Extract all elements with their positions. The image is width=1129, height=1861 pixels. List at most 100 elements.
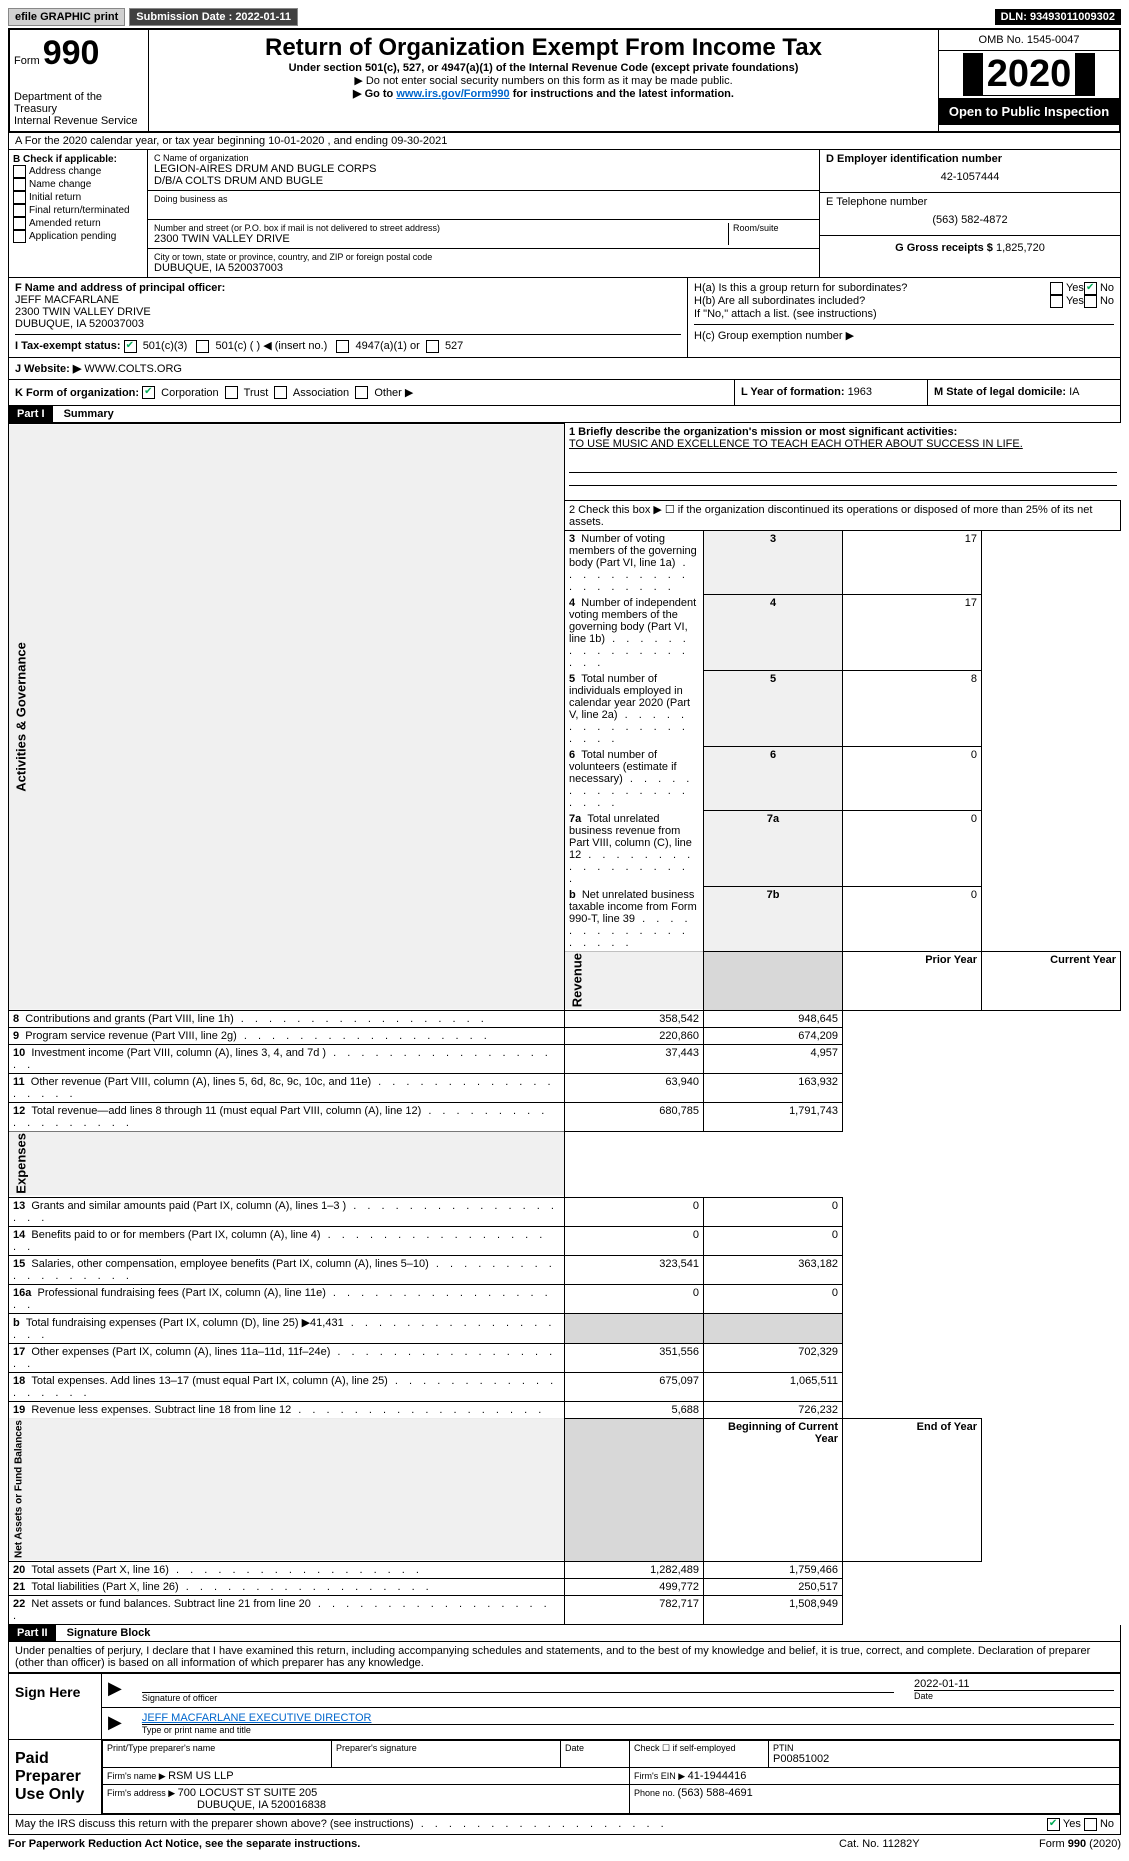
form-number: 990 <box>43 34 100 72</box>
gross-receipts-label: G Gross receipts $ <box>895 242 996 254</box>
instructions-link[interactable]: www.irs.gov/Form990 <box>396 88 509 100</box>
q1-label: 1 Briefly describe the organization's mi… <box>569 426 1117 438</box>
4947-label: 4947(a)(1) or <box>356 340 420 352</box>
trust-label: Trust <box>244 387 269 399</box>
discuss-yes-checkbox[interactable] <box>1047 1818 1060 1831</box>
501c-checkbox[interactable] <box>196 340 209 353</box>
yes-label: Yes <box>1063 1818 1081 1831</box>
firm-phone-label: Phone no. <box>634 1788 678 1798</box>
officer-name: JEFF MACFARLANE <box>15 294 681 306</box>
table-row: 11 Other revenue (Part VIII, column (A),… <box>9 1073 1121 1102</box>
discuss-text: May the IRS discuss this return with the… <box>15 1818 1047 1831</box>
part2-header-row: Part II Signature Block <box>8 1625 1121 1642</box>
527-checkbox[interactable] <box>426 340 439 353</box>
sig-date-value: 2022-01-11 <box>914 1678 1114 1690</box>
part2-title: Signature Block <box>59 1627 151 1639</box>
table-row: 22 Net assets or fund balances. Subtract… <box>9 1595 1121 1624</box>
527-label: 527 <box>445 340 463 352</box>
no-label: No <box>1100 1818 1114 1831</box>
assoc-label: Association <box>293 387 349 399</box>
amended-label: Amended return <box>29 218 101 229</box>
final-return-checkbox[interactable] <box>13 204 26 217</box>
ein-value: 42-1057444 <box>826 165 1114 189</box>
4947-checkbox[interactable] <box>336 340 349 353</box>
firm-ein-value: 41-1944416 <box>688 1770 747 1782</box>
501c3-label: 501(c)(3) <box>143 340 188 352</box>
form-label: Form <box>14 55 40 67</box>
officer-addr2: DUBUQUE, IA 520037003 <box>15 318 681 330</box>
app-pending-label: Application pending <box>29 231 116 242</box>
addr-change-checkbox[interactable] <box>13 165 26 178</box>
firm-phone-value: (563) 588-4691 <box>678 1787 753 1799</box>
officer-label: F Name and address of principal officer: <box>15 282 681 294</box>
form-ref: Form 990 (2020) <box>1039 1838 1121 1850</box>
sign-here-block: Sign Here ▶ Signature of officer 2022-01… <box>8 1673 1121 1740</box>
public-inspection: Open to Public Inspection <box>939 98 1119 125</box>
org-name-1: LEGION-AIRES DRUM AND BUGLE CORPS <box>154 163 813 175</box>
year-formation-label: L Year of formation: <box>741 386 848 398</box>
q1-value: TO USE MUSIC AND EXCELLENCE TO TEACH EAC… <box>569 438 1117 450</box>
domicile-value: IA <box>1069 386 1079 398</box>
submission-button[interactable]: Submission Date : 2022-01-11 <box>129 8 298 26</box>
table-row: 14 Benefits paid to or for members (Part… <box>9 1226 1121 1255</box>
app-pending-checkbox[interactable] <box>13 230 26 243</box>
box-b-title: B Check if applicable: <box>13 154 143 165</box>
other-checkbox[interactable] <box>355 386 368 399</box>
tax-year: 2020 <box>963 53 1096 96</box>
paid-preparer-block: Paid Preparer Use Only Print/Type prepar… <box>8 1740 1121 1815</box>
firm-ein-label: Firm's EIN ▶ <box>634 1771 688 1781</box>
table-row: 18 Total expenses. Add lines 13–17 (must… <box>9 1372 1121 1401</box>
firm-name-value: RSM US LLP <box>168 1770 233 1782</box>
hb-no[interactable] <box>1084 295 1097 308</box>
corp-checkbox[interactable] <box>142 386 155 399</box>
prep-name-label: Print/Type preparer's name <box>103 1740 332 1767</box>
addr-label: Number and street (or P.O. box if mail i… <box>154 223 728 233</box>
ha-no[interactable] <box>1084 282 1097 295</box>
website-value: WWW.COLTS.ORG <box>84 363 182 375</box>
sig-officer-label: Signature of officer <box>142 1692 894 1703</box>
phone-label: E Telephone number <box>826 196 1114 208</box>
self-employed-label: Check ☐ if self-employed <box>630 1740 769 1767</box>
initial-return-checkbox[interactable] <box>13 191 26 204</box>
firm-addr-label: Firm's address ▶ <box>107 1788 178 1798</box>
prep-sig-label: Preparer's signature <box>332 1740 561 1767</box>
prior-year-header: Prior Year <box>843 951 982 1010</box>
assoc-checkbox[interactable] <box>274 386 287 399</box>
efile-button[interactable]: efile GRAPHIC print <box>8 8 125 26</box>
table-row: 19 Revenue less expenses. Subtract line … <box>9 1401 1121 1418</box>
ha-yes[interactable] <box>1050 282 1063 295</box>
begin-year-header: Beginning of Current Year <box>704 1418 843 1561</box>
cat-no: Cat. No. 11282Y <box>839 1838 1039 1850</box>
line-j: J Website: ▶ WWW.COLTS.ORG <box>8 358 1121 380</box>
table-row: 15 Salaries, other compensation, employe… <box>9 1255 1121 1284</box>
gov-side-label: Activities & Governance <box>9 424 565 1011</box>
ptin-label: PTIN <box>773 1743 1115 1753</box>
corp-label: Corporation <box>161 387 218 399</box>
city-state-zip: DUBUQUE, IA 520037003 <box>154 262 813 274</box>
discuss-no-checkbox[interactable] <box>1084 1818 1097 1831</box>
form-title: Return of Organization Exempt From Incom… <box>153 34 934 62</box>
subtitle-2: ▶ Do not enter social security numbers o… <box>153 74 934 87</box>
dba-label: Doing business as <box>154 194 813 204</box>
form-org-label: K Form of organization: <box>15 387 139 399</box>
hb-yes[interactable] <box>1050 295 1063 308</box>
city-label: City or town, state or province, country… <box>154 252 813 262</box>
table-row: 21 Total liabilities (Part X, line 26)49… <box>9 1578 1121 1595</box>
end-year-header: End of Year <box>843 1418 982 1561</box>
boxes-deg: D Employer identification number 42-1057… <box>820 150 1120 277</box>
box-b: B Check if applicable: Address change Na… <box>9 150 148 277</box>
section-bc: B Check if applicable: Address change Na… <box>8 150 1121 278</box>
sig-date-label: Date <box>914 1690 1114 1701</box>
tax-exempt-label: I Tax-exempt status: <box>15 340 121 352</box>
part1-badge: Part I <box>9 406 53 422</box>
trust-checkbox[interactable] <box>225 386 238 399</box>
table-row: 13 Grants and similar amounts paid (Part… <box>9 1197 1121 1226</box>
table-row: 8 Contributions and grants (Part VIII, l… <box>9 1010 1121 1027</box>
line-klm: K Form of organization: Corporation Trus… <box>8 380 1121 407</box>
prep-date-label: Date <box>561 1740 630 1767</box>
501c3-checkbox[interactable] <box>124 340 137 353</box>
amended-checkbox[interactable] <box>13 217 26 230</box>
table-row: 17 Other expenses (Part IX, column (A), … <box>9 1343 1121 1372</box>
name-change-checkbox[interactable] <box>13 178 26 191</box>
current-year-header: Current Year <box>982 951 1121 1010</box>
